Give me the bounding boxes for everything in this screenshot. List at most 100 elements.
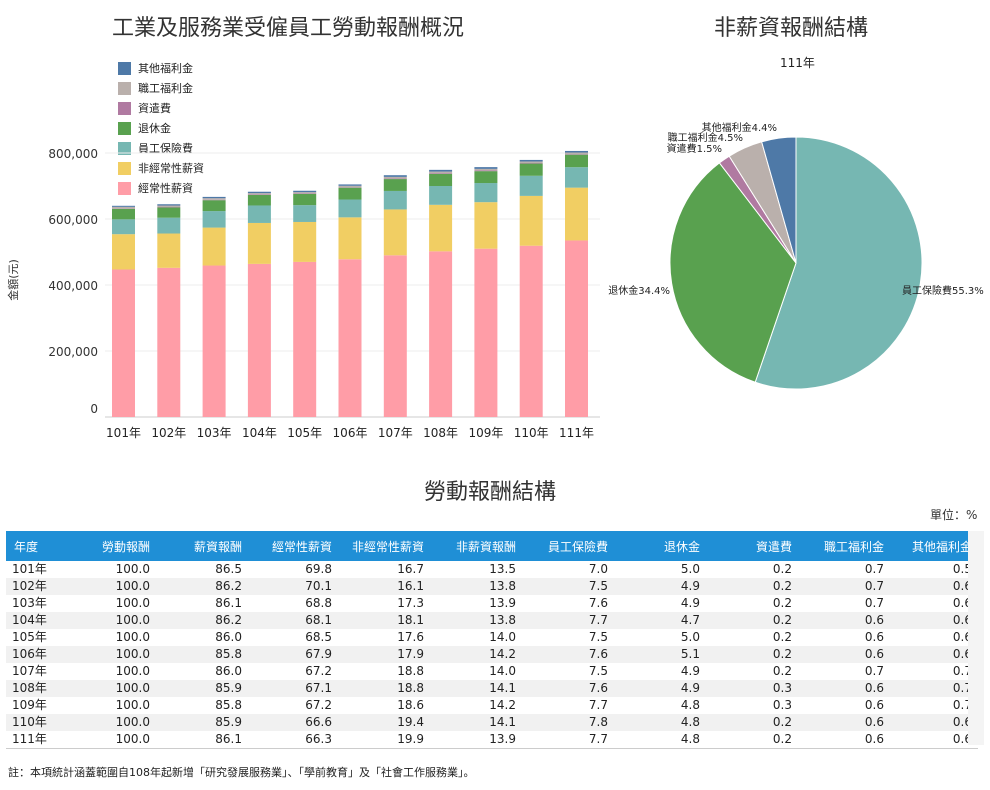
legend-item[interactable]: 退休金 [118, 118, 204, 138]
column-header[interactable]: 員工保險費 [522, 531, 614, 561]
legend-label: 職工福利金 [138, 82, 193, 95]
table-cell: 69.8 [305, 562, 332, 576]
pie-year-label: 111年 [780, 56, 815, 70]
table-cell: 100.0 [70, 646, 156, 663]
bar-segment [383, 176, 407, 179]
bar-segment [429, 173, 453, 186]
table-cell: 0.2 [772, 562, 792, 576]
bar-segment [112, 206, 135, 209]
bar-segment [202, 200, 226, 212]
bar-segment [565, 187, 588, 241]
table-cell: 14.1 [430, 680, 522, 697]
table-cell: 0.7 [890, 680, 978, 697]
table-row: 105年 100.0 86.0 68.5 17.6 14.0 7.5 5.0 0.2 0.6 0.6 [6, 629, 978, 646]
table-cell: 105年 [12, 630, 47, 644]
table-cell: 17.6 [397, 630, 424, 644]
column-header[interactable]: 資遣費 [706, 531, 798, 561]
table-cell: 68.5 [305, 630, 332, 644]
column-header[interactable]: 其他福利金 [890, 531, 978, 561]
stacked-bar-chart: 101年 102年 103年 104年 105年 106年 107年 108年 109年 110年… [105, 150, 600, 440]
bar-segment [519, 159, 543, 162]
table-cell: 7.8 [522, 714, 614, 731]
table-cell: 14.2 [430, 646, 522, 663]
table-cell: 86.2 [156, 612, 248, 629]
table-cell: 66.6 [248, 714, 338, 731]
bar-segment [519, 161, 543, 164]
column-header[interactable]: 經常性薪資 [248, 531, 338, 561]
table-cell: 4.8 [614, 714, 706, 731]
table-header-row: 年度 勞動報酬 薪資報酬 經常性薪資 非經常性薪資 非薪資報酬 員工保險費 退休金 資遣費 職工福… [6, 531, 978, 561]
table-cell: 67.2 [305, 664, 332, 678]
table-cell: 7.6 [522, 646, 614, 663]
bar-segment [383, 175, 407, 177]
legend-item[interactable]: 經常性薪資 [118, 178, 204, 198]
x-tick-label: 104年 [242, 426, 277, 440]
bar-segment [293, 221, 317, 262]
table-cell: 68.8 [305, 596, 332, 610]
table-cell: 70.1 [248, 578, 338, 595]
bar-segment [565, 154, 588, 155]
legend-swatch [118, 181, 131, 195]
pie-chart: 員工保險費55.3% 退休金34.4% 資遣費1.5%職工福利金4.5%其他福利金4… [608, 121, 984, 390]
bar-segment [474, 168, 498, 171]
bar-segment [247, 191, 271, 194]
table-cell: 86.5 [215, 562, 242, 576]
legend-label: 員工保險費 [138, 142, 193, 155]
table-cell: 0.7 [864, 596, 884, 610]
legend-item[interactable]: 非經常性薪資 [118, 158, 204, 178]
table-cell: 66.3 [248, 731, 338, 749]
table-cell: 0.3 [706, 680, 798, 697]
table-row: 111年 100.0 86.1 66.3 19.9 13.9 7.7 4.8 0.2 0.6 0.6 [6, 731, 978, 749]
table-cell: 0.5 [952, 562, 972, 576]
column-header[interactable]: 薪資報酬 [156, 531, 248, 561]
table-cell: 109年 [12, 698, 47, 712]
table-row: 102年 100.0 86.2 70.1 16.1 13.8 7.5 4.9 0.2 0.7 0.6 [6, 578, 978, 595]
table-cell: 86.1 [156, 731, 248, 749]
legend-item[interactable]: 職工福利金 [118, 78, 204, 98]
y-tick-label: 400,000 [48, 279, 98, 293]
legend-item[interactable]: 員工保險費 [118, 138, 204, 158]
column-header[interactable]: 職工福利金 [798, 531, 890, 561]
x-tick-label: 108年 [423, 426, 458, 440]
table-cell: 13.8 [430, 612, 522, 629]
bar-segment [474, 202, 498, 249]
legend-swatch [118, 101, 131, 115]
table-cell: 102年 [6, 578, 70, 595]
labor-compensation-table: 年度 勞動報酬 薪資報酬 經常性薪資 非經常性薪資 非薪資報酬 員工保險費 退休金 資遣費 職工福… [6, 531, 978, 749]
column-header[interactable]: 退休金 [614, 531, 706, 561]
column-header[interactable]: 勞動報酬 [70, 531, 156, 561]
bar-segment [293, 205, 317, 222]
table-cell: 85.9 [156, 714, 248, 731]
table-cell: 100.0 [115, 562, 150, 576]
x-tick-label: 103年 [197, 426, 232, 440]
legend-item[interactable]: 其他福利金 [118, 58, 204, 78]
table-row: 103年 100.0 86.1 68.8 17.3 13.9 7.6 4.9 0.2 0.7 0.6 [6, 595, 978, 612]
pie-slice-label: 資遣費1.5% [667, 142, 722, 155]
table-cell: 14.0 [489, 630, 516, 644]
table-cell: 0.2 [772, 596, 792, 610]
bar-segment [429, 171, 453, 174]
table-cell: 0.3 [772, 698, 792, 712]
legend-swatch [118, 121, 131, 135]
bar-segment [519, 175, 543, 196]
column-header[interactable]: 非薪資報酬 [430, 531, 522, 561]
table-cell: 7.7 [588, 698, 608, 712]
table-cell: 0.7 [952, 698, 972, 712]
table-cell: 100.0 [115, 596, 150, 610]
table-cell: 100.0 [70, 612, 156, 629]
table-cell: 7.0 [588, 562, 608, 576]
legend-item[interactable]: 資遣費 [118, 98, 204, 118]
table-cell: 0.6 [890, 578, 978, 595]
bar-segment [429, 169, 453, 172]
table-scrollbar[interactable] [968, 531, 984, 745]
column-header[interactable]: 年度 [6, 531, 70, 561]
table-cell: 13.9 [489, 596, 516, 610]
table-row: 104年 100.0 86.2 68.1 18.1 13.8 7.7 4.7 0.2 0.6 0.6 [6, 612, 978, 629]
bar-segment [519, 245, 543, 417]
table-cell: 108年 [6, 680, 70, 697]
bar-segment [157, 205, 181, 208]
legend-swatch [118, 81, 131, 95]
legend-label: 非經常性薪資 [138, 162, 204, 175]
column-header[interactable]: 非經常性薪資 [338, 531, 430, 561]
table-cell: 17.9 [338, 646, 430, 663]
